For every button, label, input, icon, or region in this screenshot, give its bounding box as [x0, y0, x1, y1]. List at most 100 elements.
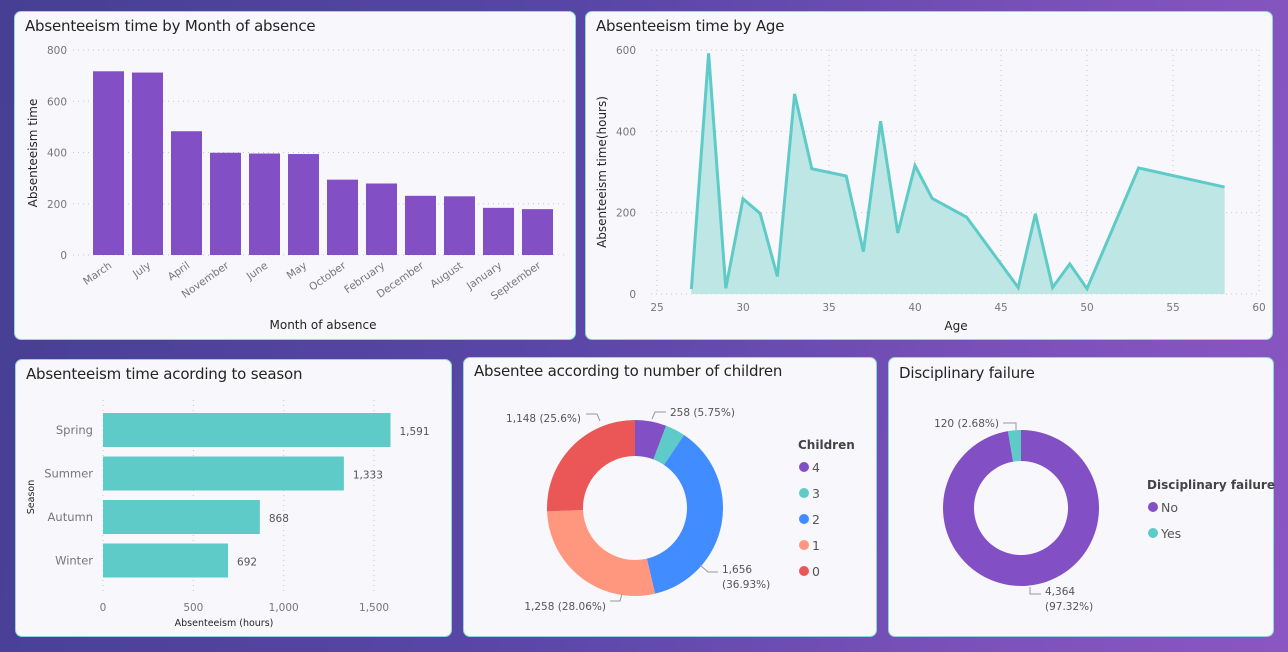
- area-fill: [691, 53, 1225, 295]
- disciplinary-slice-no: [943, 430, 1099, 586]
- y-tick-label: 200: [616, 208, 636, 220]
- age-area-chart: 0 200 400 600 25 30 35 40 45 50 55 60 Age Absenteeism…: [595, 45, 1266, 333]
- bar-august: [444, 196, 475, 255]
- children-chart-title: Absentee according to number of children: [474, 362, 783, 380]
- bar-january: [483, 207, 514, 255]
- legend-marker-1: [799, 540, 809, 550]
- x-tick-label: June: [244, 260, 270, 284]
- x-tick-label: July: [130, 260, 153, 281]
- data-label-yes: 120 (2.68%): [934, 418, 999, 430]
- children-donut-chart: 258 (5.75%) 1,656 (36.93%) 1,258 (28.06%) 1,…: [506, 407, 855, 613]
- leader-line: [699, 564, 718, 573]
- season-chart-title: Absenteeism time acording to season: [26, 365, 303, 383]
- leader-line: [651, 411, 666, 420]
- bar-spring: [103, 413, 391, 447]
- leader-line: [586, 413, 601, 422]
- x-tick-label: 1,000: [269, 602, 299, 614]
- data-label-no: (97.32%): [1045, 601, 1093, 613]
- season-chart-panel[interactable]: Absenteeism time acording to season 0 500…: [15, 359, 452, 637]
- x-tick-label: 1,500: [359, 602, 389, 614]
- data-label-children-2: 1,656: [722, 564, 752, 576]
- y-tick-label: 400: [616, 126, 636, 138]
- y-tick-label: 800: [47, 45, 67, 57]
- y-tick-label: 0: [629, 289, 636, 301]
- y-tick-label: 400: [47, 148, 67, 160]
- x-tick-label: August: [428, 260, 465, 291]
- y-axis-title: Absenteeism time(hours): [595, 96, 609, 248]
- disciplinary-chart-title: Disciplinary failure: [899, 364, 1035, 382]
- y-tick-label: 200: [47, 199, 67, 211]
- y-tick-label: 600: [47, 96, 67, 108]
- data-label: 692: [237, 557, 257, 569]
- legend-marker-2: [799, 514, 809, 524]
- bar-december: [405, 195, 436, 255]
- x-tick-label: March: [81, 260, 114, 288]
- bar-april: [171, 131, 202, 255]
- data-label-children-0: 1,148 (25.6%): [506, 413, 581, 425]
- bar-july: [132, 72, 163, 255]
- data-label-children-1: 1,258 (28.06%): [524, 601, 606, 613]
- x-tick-label: 60: [1252, 302, 1265, 314]
- y-axis-title: Season: [26, 480, 37, 514]
- legend-marker-3: [799, 488, 809, 498]
- bar-may: [288, 154, 319, 255]
- children-chart-panel[interactable]: Absentee according to number of children…: [463, 357, 877, 637]
- legend-item-3: 3: [812, 486, 820, 501]
- children-slice-4: [635, 420, 667, 460]
- x-tick-label: 25: [650, 302, 663, 314]
- x-axis-title: Month of absence: [270, 318, 377, 332]
- x-tick-label: April: [166, 260, 193, 284]
- bar-february: [366, 183, 397, 255]
- children-slice-0: [547, 420, 635, 512]
- bar-september: [522, 209, 553, 255]
- children-slice-2: [646, 434, 723, 594]
- legend-marker-yes: [1148, 528, 1158, 538]
- data-label-no: 4,364: [1045, 586, 1075, 598]
- season-bar-chart: 0 500 1,000 1,500 Spring 1,591 Summer 1,333 Autu…: [26, 400, 430, 629]
- x-tick-label: 55: [1166, 302, 1179, 314]
- month-chart-panel[interactable]: Absenteeism time by Month of absence 0 20…: [14, 11, 576, 340]
- x-axis-title: Age: [944, 319, 967, 333]
- legend-item-no: No: [1161, 500, 1178, 515]
- legend-item-0: 0: [812, 564, 820, 579]
- x-tick-label: 0: [100, 602, 107, 614]
- x-tick-label: 30: [736, 302, 749, 314]
- leader-line: [1029, 587, 1041, 595]
- bar-june: [249, 153, 280, 255]
- legend-marker-4: [799, 462, 809, 472]
- legend-title: Disciplinary failure: [1147, 478, 1275, 492]
- data-label: 1,591: [399, 426, 429, 438]
- x-tick-label: 500: [183, 602, 203, 614]
- leader-line: [1003, 422, 1017, 430]
- data-label-children-2: (36.93%): [722, 579, 770, 591]
- disciplinary-chart-panel[interactable]: Disciplinary failure 120 (2.68%) 4,364 (97…: [888, 357, 1275, 637]
- y-tick-label: 0: [60, 250, 67, 262]
- data-label-children-4: 258 (5.75%): [670, 407, 735, 419]
- legend-item-4: 4: [812, 460, 820, 475]
- y-axis-title: Absenteeism time: [26, 99, 40, 208]
- children-slice-3: [653, 425, 685, 465]
- y-tick-label: Autumn: [48, 510, 93, 524]
- disciplinary-donut-chart: 120 (2.68%) 4,364 (97.32%) Disciplinary fai…: [934, 418, 1275, 613]
- bar-winter: [103, 543, 229, 578]
- x-tick-label: 40: [908, 302, 921, 314]
- x-tick-label: 35: [822, 302, 835, 314]
- data-label: 868: [269, 513, 289, 525]
- legend-title: Children: [798, 438, 855, 452]
- disciplinary-slice-yes: [1007, 430, 1021, 462]
- bar-march: [93, 71, 124, 255]
- bar-october: [327, 179, 358, 255]
- series-line: [689, 53, 1225, 292]
- bar-november: [210, 152, 241, 255]
- y-tick-label: Summer: [44, 467, 93, 481]
- legend-marker-0: [799, 566, 809, 576]
- x-tick-label: 50: [1080, 302, 1093, 314]
- data-label: 1,333: [353, 470, 383, 482]
- y-tick-label: Winter: [55, 554, 93, 568]
- age-chart-panel[interactable]: Absenteeism time by Age 0 200 400 600 25 30 35…: [585, 11, 1273, 340]
- legend-item-2: 2: [812, 512, 820, 527]
- legend-item-yes: Yes: [1160, 526, 1181, 541]
- y-tick-label: 600: [616, 45, 636, 57]
- age-chart-title: Absenteeism time by Age: [596, 17, 785, 35]
